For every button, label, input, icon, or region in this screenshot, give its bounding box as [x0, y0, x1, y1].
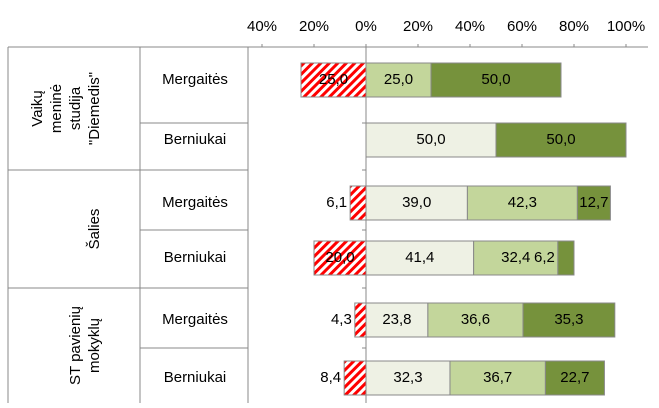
group-label: Šalies	[86, 209, 103, 250]
data-label: 32,3	[393, 369, 422, 386]
bar-segment	[365, 360, 451, 396]
bar-segment	[365, 240, 475, 276]
table-frame	[7, 46, 648, 403]
category-label: Berniukai	[164, 131, 227, 148]
x-tick-label: 100%	[607, 18, 645, 35]
bar-segment	[466, 185, 578, 221]
bar-segment	[495, 122, 627, 158]
data-label: 4,3	[331, 311, 352, 328]
bar-segment	[365, 185, 468, 221]
data-label: 35,3	[554, 311, 583, 328]
group-label: Vaikų	[29, 90, 46, 126]
x-tick-label: 0%	[355, 18, 377, 35]
data-label: 32,4	[501, 249, 530, 266]
category-label: Berniukai	[164, 249, 227, 266]
bar-segment	[522, 302, 616, 338]
bar-segment	[313, 240, 367, 276]
data-label: 8,4	[320, 369, 341, 386]
data-label: 20,0	[325, 249, 354, 266]
group-label: mokyklų	[86, 318, 103, 373]
x-tick-label: 40%	[247, 18, 277, 35]
data-label: 39,0	[402, 194, 431, 211]
data-label: 50,0	[481, 71, 510, 88]
x-tick-label: 80%	[559, 18, 589, 35]
data-label: 22,7	[560, 369, 589, 386]
data-label: 23,8	[382, 311, 411, 328]
data-label: 41,4	[405, 249, 434, 266]
bar-segment	[544, 360, 605, 396]
data-label: 50,0	[416, 131, 445, 148]
bar-segment	[430, 62, 562, 98]
category-label: Berniukai	[164, 369, 227, 386]
bar-segment	[449, 360, 546, 396]
bar-segment	[576, 185, 611, 221]
data-label: 25,0	[319, 71, 348, 88]
data-label: 25,0	[384, 71, 413, 88]
bar-segment	[300, 62, 367, 98]
group-label: "Diemedis"	[86, 72, 103, 145]
data-label: 6,1	[326, 194, 347, 211]
category-label: Mergaitės	[162, 71, 228, 88]
data-label: 42,3	[508, 194, 537, 211]
group-label: studija	[67, 86, 84, 130]
x-tick-label: 60%	[507, 18, 537, 35]
group-label: meninė	[48, 84, 65, 133]
category-label: Mergaitės	[162, 311, 228, 328]
bar-segment	[354, 302, 367, 338]
data-label: 6,2	[534, 249, 555, 266]
bar-segment	[473, 240, 559, 276]
data-label: 36,7	[483, 369, 512, 386]
data-label: 12,7	[579, 194, 608, 211]
data-label: 50,0	[546, 131, 575, 148]
bar-segment	[343, 360, 367, 396]
category-label: Mergaitės	[162, 194, 228, 211]
x-tick-label: 20%	[299, 18, 329, 35]
group-label: ST pavienių	[67, 306, 84, 385]
x-tick-label: 20%	[403, 18, 433, 35]
data-label: 36,6	[461, 311, 490, 328]
bar-segment	[349, 185, 367, 221]
x-tick-label: 40%	[455, 18, 485, 35]
bar-segment	[557, 240, 575, 276]
